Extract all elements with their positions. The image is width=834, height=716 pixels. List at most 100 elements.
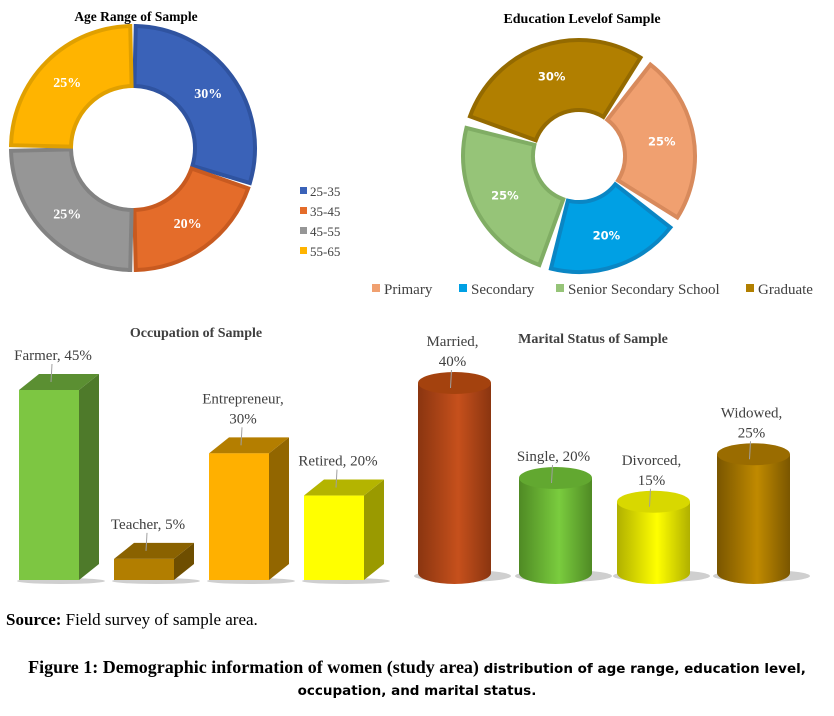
legend-swatch: [300, 207, 307, 214]
age-chart-title: Age Range of Sample: [74, 9, 197, 24]
slice-label-25-35: 30%: [194, 87, 222, 102]
legend-swatch: [372, 284, 380, 292]
marital-chart-title: Marital Status of Sample: [518, 332, 668, 347]
source-note: Source: Field survey of sample area.: [6, 610, 258, 630]
legend-swatch: [556, 284, 564, 292]
occupation-bar-chart: Occupation of Sample Farmer, 45% Teacher,…: [14, 326, 390, 584]
source-text: Field survey of sample area.: [61, 610, 258, 629]
bar-top: [209, 437, 289, 454]
data-label: Retired, 20%: [298, 454, 377, 470]
cylinder-body: [617, 501, 690, 584]
legend-swatch: [459, 284, 467, 292]
legend-swatch: [300, 227, 307, 234]
cylinder-top: [519, 467, 592, 489]
legend-item-graduate: Graduate: [746, 282, 813, 298]
cylinder-top: [617, 490, 690, 513]
figure-canvas: Age Range of Sample 30% 20% 25% 25% 25-35 35…: [8, 9, 813, 584]
legend-label: 45-55: [310, 224, 340, 239]
source-label: Source:: [6, 610, 62, 629]
label-leader-line: [551, 464, 553, 484]
legend-label: Primary: [384, 282, 433, 298]
legend-item-senior-secondary-school: Senior Secondary School: [556, 282, 720, 298]
label-leader-line: [749, 441, 751, 460]
slice-25-35: [132, 23, 257, 186]
cylinder-body: [717, 454, 790, 584]
legend-item-secondary: Secondary: [459, 282, 535, 298]
figure-caption: Figure 1: Demographic information of wom…: [4, 656, 830, 702]
slice-label-55-65: 25%: [53, 76, 81, 91]
legend-label: 35-45: [310, 204, 340, 219]
bar-front: [304, 495, 364, 580]
bar-retired: Retired, 20%: [298, 454, 390, 584]
slice-label-senior-secondary-school: 25%: [491, 188, 519, 202]
slice-graduate: [467, 38, 644, 143]
caption-part2: distribution of age range, education lev…: [297, 661, 806, 699]
legend-swatch: [300, 187, 307, 194]
label-leader-line: [450, 369, 452, 389]
slice-label-graduate: 30%: [538, 70, 566, 84]
bar-front: [209, 453, 269, 580]
slice-45-55: [8, 147, 134, 273]
bar-side: [364, 479, 384, 580]
slice-senior-secondary-school: [461, 125, 566, 268]
data-label: 15%: [638, 473, 666, 489]
education-chart-title: Education Levelof Sample: [503, 12, 660, 27]
legend-label: Senior Secondary School: [568, 282, 720, 298]
bar-side: [79, 374, 99, 580]
bar-front: [114, 558, 174, 580]
cylinder-body: [418, 383, 491, 584]
marital-status-cylinder-chart: Marital Status of Sample Married, 40% Sing…: [414, 332, 810, 584]
data-label: Teacher, 5%: [111, 517, 185, 533]
slice-label-secondary: 20%: [593, 228, 621, 242]
data-label: 25%: [738, 425, 766, 441]
label-leader-line: [145, 532, 148, 551]
education-donut-chart: Education Levelof Sample 25% 20% 25% 30% Pr…: [372, 12, 813, 298]
slice-label-35-45: 20%: [174, 217, 202, 232]
data-label: Married,: [426, 334, 478, 350]
slice-label-45-55: 25%: [53, 208, 81, 223]
cylinder-married: Married, 40%: [414, 334, 511, 584]
bar-front: [19, 390, 79, 580]
bar-side: [269, 437, 289, 580]
cylinder-divorced: Divorced, 15%: [613, 453, 710, 584]
legend-item-35-45: 35-45: [300, 204, 340, 219]
legend-swatch: [300, 247, 307, 254]
age-legend: 25-35 35-45 45-55 55-65: [300, 184, 340, 259]
legend-item-55-65: 55-65: [300, 244, 340, 259]
data-label: Single, 20%: [517, 449, 590, 465]
label-leader-line: [240, 427, 243, 446]
caption-part1: Figure 1: Demographic information of wom…: [28, 657, 479, 677]
legend-item-25-35: 25-35: [300, 184, 340, 199]
legend-label: Secondary: [471, 282, 535, 298]
bar-entrepreneur: Entrepreneur, 30%: [202, 391, 295, 584]
legend-label: 55-65: [310, 244, 340, 259]
legend-label: Graduate: [758, 282, 813, 298]
cylinder-widowed: Widowed, 25%: [713, 405, 810, 584]
data-label: 30%: [229, 411, 257, 427]
data-label: Farmer, 45%: [14, 348, 92, 364]
cylinder-single: Single, 20%: [515, 449, 612, 584]
cylinder-top: [418, 372, 491, 394]
education-legend: Primary Secondary Senior Secondary School G…: [372, 282, 813, 298]
slice-55-65: [8, 23, 134, 149]
data-label: 40%: [439, 354, 467, 370]
data-label: Entrepreneur,: [202, 391, 283, 407]
legend-item-primary: Primary: [372, 282, 433, 298]
slice-secondary: [548, 181, 674, 274]
bar-farmer: Farmer, 45%: [14, 348, 105, 584]
bar-top: [19, 374, 99, 390]
cylinder-body: [519, 478, 592, 584]
bar-side: [174, 542, 194, 580]
bar-top: [114, 542, 194, 559]
cylinder-top: [717, 443, 790, 466]
bar-teacher: Teacher, 5%: [111, 517, 200, 584]
data-label: Divorced,: [622, 453, 682, 469]
slice-35-45: [132, 165, 251, 273]
bar-top: [304, 479, 384, 496]
label-leader-line: [335, 469, 338, 488]
label-leader-line: [50, 363, 53, 383]
age-range-donut-chart: Age Range of Sample 30% 20% 25% 25% 25-35 35…: [8, 9, 340, 273]
legend-item-45-55: 45-55: [300, 224, 340, 239]
legend-swatch: [746, 284, 754, 292]
slice-label-primary: 25%: [648, 134, 676, 148]
